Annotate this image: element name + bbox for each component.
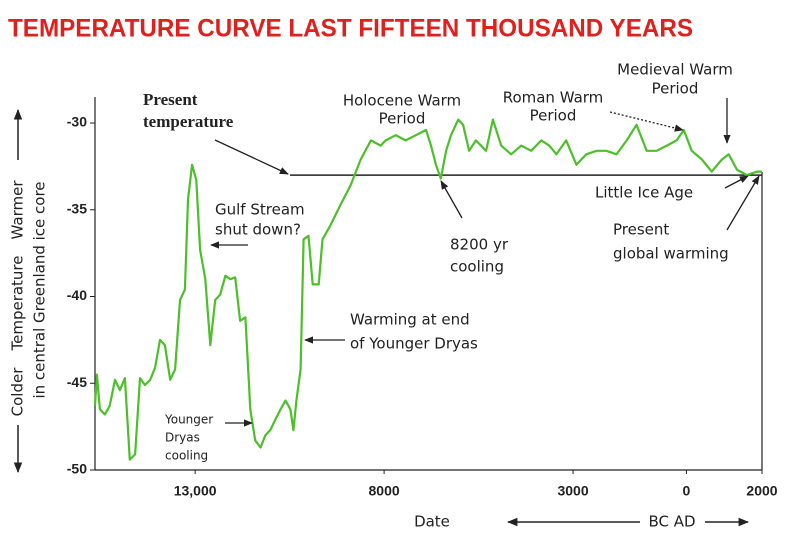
- x-tick-label: 3000: [557, 483, 588, 499]
- annotation: Roman Warm: [503, 89, 604, 107]
- annotation-arrow: [609, 111, 684, 132]
- annotation: temperature: [143, 112, 234, 131]
- y-axis-label: Warmer: [9, 180, 27, 240]
- annotation: Gulf Stream: [215, 201, 305, 219]
- y-tick-label: -45: [67, 374, 87, 390]
- annotation: Present: [613, 221, 669, 239]
- annotation-arrow: [726, 175, 760, 231]
- x-axis-label: Date: [414, 513, 450, 531]
- annotation: Period: [652, 80, 699, 98]
- y-tick-label: -40: [67, 287, 87, 303]
- annotation: cooling: [165, 449, 208, 463]
- annotation-arrow: [214, 139, 289, 175]
- y-tick-label: -30: [67, 114, 87, 130]
- y-axis-label: Colder: [9, 367, 27, 417]
- annotation: Period: [379, 110, 426, 128]
- y-axis-label: in central Greenland ice core: [31, 181, 49, 398]
- annotation: Period: [530, 107, 577, 125]
- x-tick-label: 0: [683, 483, 691, 499]
- annotation: Medieval Warm: [617, 61, 733, 79]
- annotation: Little Ice Age: [595, 184, 693, 202]
- y-tick-label: -35: [67, 200, 87, 216]
- x-tick-label: 2000: [746, 483, 777, 499]
- annotation: cooling: [450, 258, 504, 276]
- annotation: Holocene Warm: [343, 92, 461, 110]
- chart-title: TEMPERATURE CURVE LAST FIFTEEN THOUSAND …: [8, 15, 693, 43]
- annotation: of Younger Dryas: [350, 335, 478, 353]
- annotation: global warming: [613, 245, 729, 263]
- annotation: Warming at end: [350, 311, 470, 329]
- x-tick-label: 8000: [369, 483, 400, 499]
- annotation: Younger: [164, 413, 213, 427]
- y-axis-label: Temperature: [9, 255, 27, 351]
- annotation: Present: [143, 90, 198, 109]
- annotation: Dryas: [165, 431, 200, 445]
- annotation: 8200 yr: [450, 236, 509, 254]
- x-tick-label: 13,000: [174, 483, 217, 499]
- annotation-arrow: [440, 180, 463, 219]
- annotation-arrow: [724, 175, 749, 189]
- annotation: shut down?: [215, 221, 301, 239]
- era-label: BC AD: [648, 513, 695, 531]
- temperature-line: [93, 118, 762, 461]
- y-tick-label: -50: [67, 461, 87, 477]
